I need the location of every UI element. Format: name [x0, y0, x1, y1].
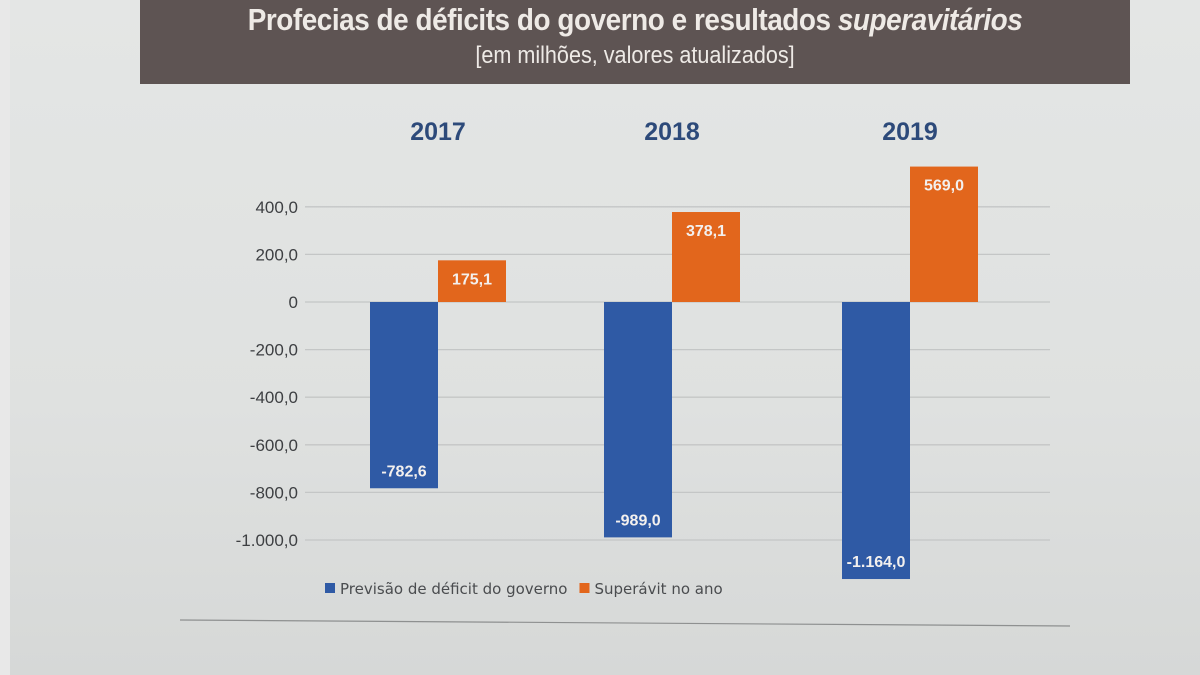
y-tick-label: -1.000,0 — [236, 531, 298, 550]
y-tick-label: 0 — [289, 293, 298, 312]
bar-superavit — [910, 166, 978, 302]
data-label: -989,0 — [615, 512, 660, 529]
bar-deficit — [370, 302, 438, 489]
y-tick-label: -600,0 — [250, 436, 298, 455]
chart-subtitle: [em milhões, valores atualizados] — [475, 42, 795, 69]
bar-deficit — [604, 302, 672, 538]
title-banner: Profecias de déficits do governo e resul… — [140, 0, 1130, 84]
legend-swatch — [325, 583, 335, 593]
title-italic: superavitários — [837, 2, 1023, 37]
data-label: -1.164,0 — [847, 554, 906, 571]
category-label: 2019 — [882, 118, 938, 146]
legend-swatch — [579, 583, 590, 593]
category-label: 2018 — [644, 118, 700, 146]
data-label: 569,0 — [924, 178, 964, 195]
page-edge — [0, 0, 10, 675]
bar-superavit — [672, 212, 740, 302]
bar-superavit — [438, 260, 506, 302]
data-label: 175,1 — [452, 271, 492, 288]
y-tick-label: -400,0 — [250, 388, 298, 407]
y-tick-label: 200,0 — [255, 245, 298, 264]
y-tick-label: -800,0 — [250, 483, 298, 502]
y-tick-label: 400,0 — [255, 198, 298, 217]
legend-label: Superávit no ano — [594, 580, 722, 598]
chart-title: Profecias de déficits do governo e resul… — [190, 2, 1081, 38]
title-main: Profecias de déficits do governo e resul… — [247, 2, 838, 37]
data-label: 378,1 — [686, 223, 726, 240]
bottom-rule — [179, 619, 1071, 627]
legend-label: Previsão de déficit do governo — [340, 580, 567, 598]
category-label: 2017 — [410, 118, 466, 146]
y-tick-label: -200,0 — [250, 341, 298, 360]
data-label: -782,6 — [381, 463, 426, 480]
bar-deficit — [842, 302, 910, 580]
